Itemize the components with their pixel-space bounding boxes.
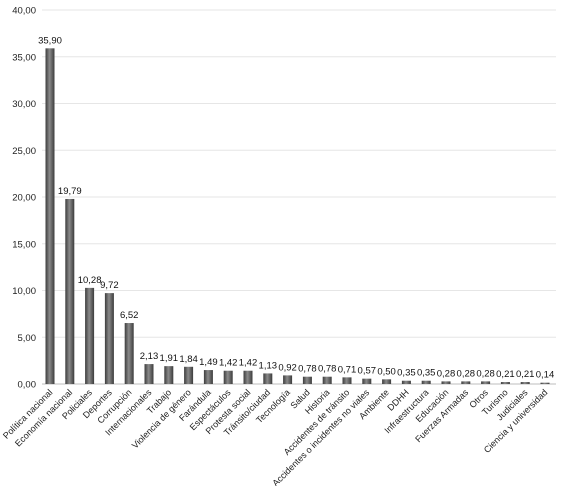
y-tick-label: 0,00 (18, 380, 37, 391)
y-tick-label: 20,00 (12, 193, 36, 204)
data-label: 19,79 (58, 186, 82, 197)
data-label: 1,13 (259, 360, 278, 371)
bar (104, 293, 114, 384)
bar (65, 198, 75, 384)
data-label: 6,52 (120, 310, 139, 321)
y-tick-label: 15,00 (12, 239, 36, 250)
data-label: 0,92 (278, 362, 297, 373)
data-label: 1,49 (199, 357, 218, 368)
bar (302, 376, 312, 384)
bar (421, 380, 431, 384)
data-label: 0,35 (397, 368, 416, 379)
data-label: 0,21 (516, 369, 535, 380)
y-tick-label: 40,00 (12, 6, 36, 17)
data-label: 2,13 (140, 351, 159, 362)
data-label: 1,84 (179, 354, 198, 365)
y-tick-label: 5,00 (18, 333, 37, 344)
data-label: 1,42 (239, 358, 258, 369)
bar (401, 380, 411, 384)
bar (520, 382, 530, 384)
bar (85, 287, 95, 384)
bar (382, 379, 392, 384)
bars (45, 48, 550, 385)
y-tick-label: 30,00 (12, 99, 36, 110)
gridlines (42, 9, 556, 385)
data-label: 0,21 (496, 369, 515, 380)
y-tick-label: 25,00 (12, 146, 36, 157)
bar (184, 366, 194, 384)
bar (283, 375, 293, 384)
bar (500, 382, 510, 384)
data-label: 0,14 (536, 370, 555, 381)
data-label: 0,28 (457, 368, 476, 379)
bar (164, 366, 174, 384)
data-label: 0,28 (437, 368, 456, 379)
bar (45, 48, 55, 385)
data-label: 0,50 (377, 366, 396, 377)
bar (243, 370, 253, 384)
y-axis: 0,00 5,00 10,00 15,00 20,00 25,00 30,00 35,00 40… (12, 6, 36, 391)
data-label: 0,78 (298, 364, 317, 375)
bar (342, 377, 352, 384)
data-label: 0,35 (417, 368, 436, 379)
bar (461, 381, 471, 384)
data-label: 1,91 (160, 353, 179, 364)
bar (124, 323, 134, 384)
data-label: 1,42 (219, 358, 238, 369)
bar (144, 364, 154, 384)
bar (540, 382, 550, 384)
bar (223, 370, 233, 384)
data-label: 0,28 (476, 368, 495, 379)
data-label: 10,28 (78, 275, 102, 286)
bar (203, 370, 213, 384)
data-label: 0,57 (358, 366, 377, 377)
data-label: 0,71 (338, 364, 357, 375)
bar (441, 381, 451, 384)
y-tick-label: 10,00 (12, 286, 36, 297)
data-label: 35,90 (38, 35, 62, 46)
bar (481, 381, 491, 384)
y-tick-label: 35,00 (12, 52, 36, 63)
bar (362, 378, 372, 384)
data-label: 0,78 (318, 364, 337, 375)
data-label: 9,72 (100, 280, 119, 291)
bar (263, 373, 273, 384)
bar (322, 376, 332, 384)
